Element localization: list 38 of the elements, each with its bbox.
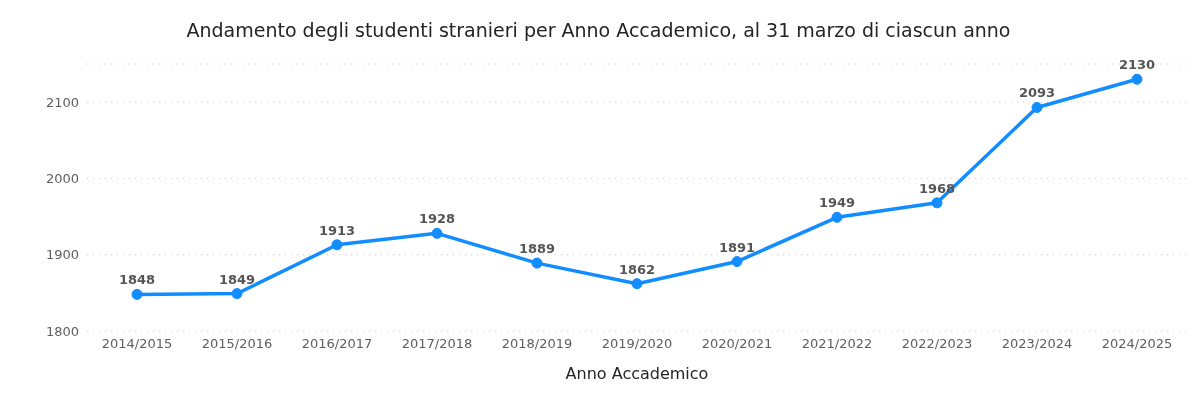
point xyxy=(531,257,543,269)
point xyxy=(731,256,743,268)
data-label: 1949 xyxy=(818,195,856,211)
x-tick-label: 2023/2024 xyxy=(1001,336,1073,352)
data-label: 2130 xyxy=(1118,57,1156,73)
point xyxy=(231,288,243,300)
data-label: 1891 xyxy=(718,239,756,255)
data-label: 1849 xyxy=(218,271,256,287)
data-label: 1913 xyxy=(318,222,356,238)
x-axis-title: Anno Accademico xyxy=(565,364,709,383)
point xyxy=(331,239,343,251)
x-tick-label: 2024/2025 xyxy=(1101,336,1173,352)
point xyxy=(431,227,443,239)
point xyxy=(1031,101,1043,113)
point xyxy=(631,278,643,290)
point xyxy=(1131,73,1143,85)
x-tick-label: 2018/2019 xyxy=(501,336,573,352)
x-tick-label: 2015/2016 xyxy=(201,336,273,352)
data-label: 1928 xyxy=(418,211,456,227)
x-tick-label: 2019/2020 xyxy=(601,336,673,352)
y-tick-label: 2100 xyxy=(45,94,79,110)
x-tick-label: 2021/2022 xyxy=(801,336,873,352)
x-tick-label: 2014/2015 xyxy=(101,336,173,352)
chart-title: Andamento degli studenti stranieri per Anno Accademico, al 31 marzo di ciascun anno xyxy=(185,18,1012,43)
point xyxy=(931,197,943,209)
x-tick-label: 2017/2018 xyxy=(401,336,473,352)
data-label: 1862 xyxy=(618,261,656,277)
data-label: 2093 xyxy=(1018,85,1056,101)
data-label: 1889 xyxy=(518,241,556,257)
x-tick-label: 2020/2021 xyxy=(701,336,773,352)
y-tick-label: 1900 xyxy=(45,247,79,263)
data-label: 1848 xyxy=(118,272,156,288)
y-tick-label: 2000 xyxy=(45,171,79,187)
x-tick-label: 2016/2017 xyxy=(301,336,373,352)
y-tick-label: 1800 xyxy=(45,323,79,339)
point xyxy=(831,211,843,223)
point xyxy=(131,288,143,300)
x-tick-label: 2022/2023 xyxy=(901,336,973,352)
